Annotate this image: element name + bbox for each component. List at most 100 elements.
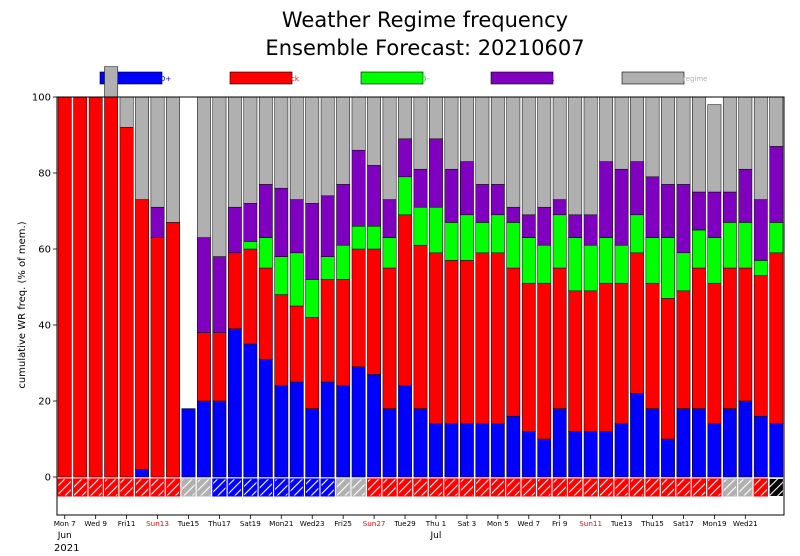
bar-segment — [398, 138, 412, 178]
bar-segment — [645, 237, 660, 284]
bar-segment — [166, 222, 180, 478]
bar-segment — [722, 408, 737, 478]
dominant-regime-hatch — [552, 478, 567, 497]
bar-segment — [212, 332, 227, 402]
bar-segment — [320, 279, 335, 383]
bar-segment — [661, 298, 675, 440]
bar-segment — [367, 96, 381, 166]
bar-segment — [661, 438, 675, 478]
bar-segment — [769, 423, 784, 478]
dominant-regime-hatch — [769, 478, 783, 496]
bar-segment — [692, 191, 706, 231]
bar-segment — [413, 206, 428, 246]
bar-segment — [676, 252, 691, 292]
chart-title-line-2: Ensemble Forecast: 20210607 — [265, 36, 584, 60]
bar-segment — [367, 374, 381, 478]
bar-segment — [351, 96, 366, 151]
bar-segment — [753, 96, 768, 200]
bar-segment — [289, 381, 304, 478]
bar-segment — [568, 431, 583, 478]
bar-segment — [274, 96, 289, 189]
bar-segment — [351, 366, 366, 478]
dominant-regime-hatch — [320, 478, 335, 497]
bar-segment — [444, 260, 459, 425]
x-tick-label: Thu15 — [640, 519, 664, 528]
bar-segment — [181, 408, 196, 478]
bar-segment — [243, 96, 258, 204]
bar-segment — [645, 176, 660, 238]
bar-segment — [521, 96, 536, 216]
bar-segment — [568, 237, 583, 292]
month-label: Jun — [57, 531, 72, 541]
dominant-regime-hatch — [119, 478, 134, 497]
bar-segment — [289, 305, 304, 383]
bar-segment — [661, 96, 675, 185]
dominant-regime-hatch — [537, 478, 552, 497]
y-tick-label: 40 — [38, 321, 51, 332]
bar-segment — [692, 96, 706, 193]
bar-segment — [583, 290, 598, 432]
bar-segment — [274, 385, 289, 478]
bar-segment — [645, 282, 660, 409]
x-tick-label: Wed23 — [300, 519, 325, 528]
dominant-regime-hatch — [428, 478, 444, 497]
bar-segment — [537, 438, 552, 478]
bar-segment — [258, 358, 273, 478]
dominant-regime-row — [57, 478, 783, 497]
bar-segment — [212, 400, 227, 478]
bar-segment — [599, 431, 614, 478]
bar-segment — [212, 256, 227, 333]
bar-segment — [722, 96, 737, 193]
bar-segment — [258, 267, 273, 360]
dominant-regime-hatch — [382, 478, 397, 497]
y-tick-label: 100 — [32, 93, 51, 104]
bar-segment — [676, 184, 691, 254]
bar-segment — [320, 256, 335, 280]
bar-segment — [583, 214, 598, 246]
bar-segment — [320, 195, 335, 257]
bar-segment — [568, 214, 583, 238]
bar-segment — [305, 408, 320, 478]
bar-segment — [614, 96, 629, 170]
bar-segment — [444, 96, 459, 170]
bar-segment — [258, 96, 273, 185]
x-tick-label: Wed 9 — [84, 519, 107, 528]
bar-segment — [614, 244, 629, 284]
bar-segment — [537, 282, 552, 440]
bar-segment — [382, 267, 397, 409]
bar-segment — [243, 343, 258, 478]
bar-segment — [258, 184, 273, 238]
x-tick-label: Sun13 — [146, 519, 169, 528]
bar-segment — [135, 96, 149, 200]
dominant-regime-hatch — [629, 478, 645, 497]
y-tick-label: 80 — [38, 169, 51, 180]
bar-segment — [738, 96, 753, 170]
bar-segment — [119, 96, 134, 128]
bar-segment — [552, 199, 567, 216]
dominant-regime-hatch — [583, 478, 598, 497]
bar-segment — [506, 415, 521, 478]
bar-segment — [506, 96, 521, 208]
bar-segment — [460, 214, 474, 261]
bar-segment — [227, 206, 242, 254]
bar-area — [57, 66, 784, 478]
bar-segment — [135, 469, 149, 478]
x-tick-label: Sat 3 — [458, 519, 477, 528]
bar-segment — [583, 244, 598, 292]
chart-legend: NAO+ Block NAO- ATR no regime — [99, 71, 708, 85]
bar-segment — [738, 400, 753, 478]
bar-segment — [537, 206, 552, 246]
dominant-regime-hatch — [521, 478, 536, 497]
bar-segment — [630, 214, 644, 254]
bar-segment — [429, 423, 443, 478]
bar-segment — [707, 237, 722, 284]
bar-segment — [73, 96, 88, 478]
y-tick-label: 0 — [45, 473, 51, 484]
bar-segment — [429, 206, 443, 254]
bar-segment — [320, 381, 335, 478]
bar-segment — [305, 279, 320, 318]
x-tick-label: Fri11 — [118, 519, 136, 528]
dominant-regime-hatch — [57, 478, 72, 497]
bar-segment — [305, 317, 320, 409]
